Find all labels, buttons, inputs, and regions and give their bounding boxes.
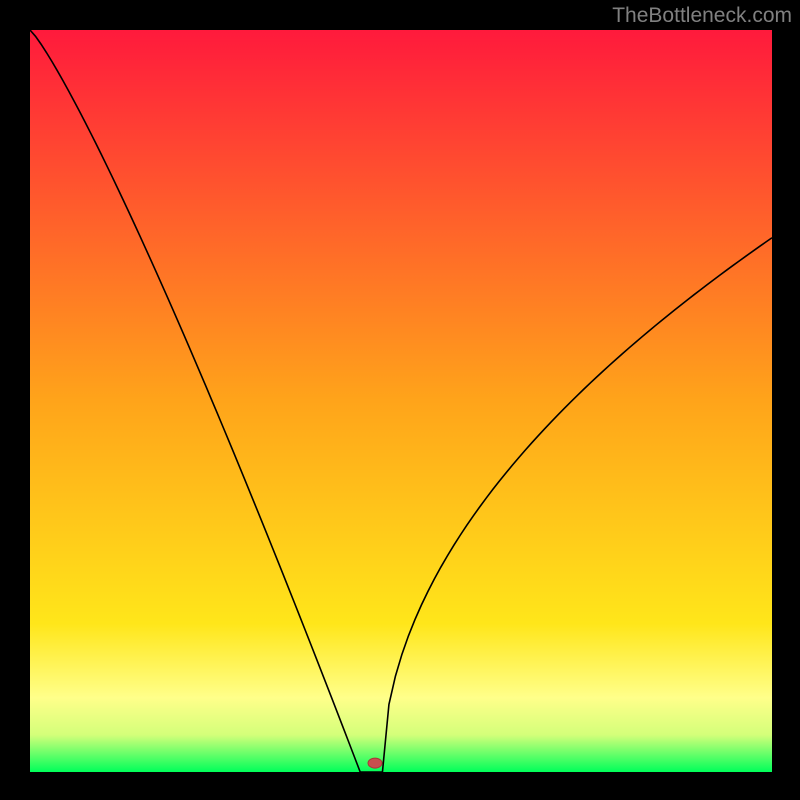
chart-plot-area — [30, 30, 772, 772]
chart-curve-svg — [30, 30, 772, 772]
optimal-marker — [368, 758, 382, 768]
bottleneck-curve — [30, 30, 772, 772]
watermark-text: TheBottleneck.com — [612, 4, 792, 28]
